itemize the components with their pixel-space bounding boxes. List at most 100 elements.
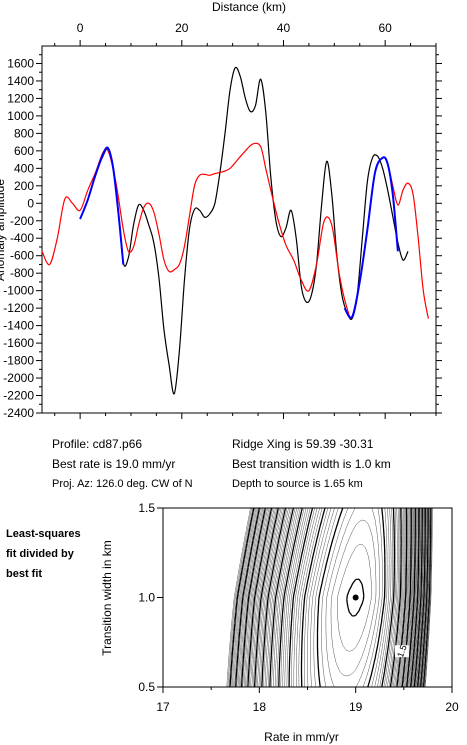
contour-level-22 [276, 508, 408, 687]
y-tick-label: -1600 [3, 336, 34, 350]
contour-x-tick-label: 19 [349, 700, 363, 714]
y-tick-label: -2000 [3, 371, 34, 385]
contour-level-49 [237, 508, 428, 687]
contour-level-48 [238, 508, 427, 687]
y-tick-label: -2400 [3, 406, 34, 420]
y-tick-label: 400 [14, 161, 34, 175]
plot-frame [41, 45, 437, 414]
y-tick-label: 1600 [7, 56, 34, 70]
contour-x-tick-label: 20 [445, 700, 459, 714]
contour-level-44 [243, 508, 425, 687]
y-tick-label: 1200 [7, 91, 34, 105]
contour-level-34 [257, 508, 418, 687]
side-note-line-3: best fit [6, 568, 43, 580]
best-rate-label: Best rate is 19.0 mm/yr [52, 457, 176, 471]
y-tick-label: 1000 [7, 109, 34, 123]
contour-level-16 [288, 508, 402, 687]
series-line-1 [79, 66, 409, 395]
contour-level-46 [240, 508, 427, 687]
best-fit-point [352, 594, 359, 601]
side-note-line-1: Least-squares [6, 528, 81, 540]
contour-y-tick-label: 0.5 [138, 680, 155, 694]
y-tick-label: -1200 [3, 301, 34, 315]
contour-level-7 [313, 508, 388, 687]
contour-level-53 [233, 508, 430, 687]
contour-level-5 [321, 508, 383, 687]
contour-y-axis-title: Transition width in km [100, 540, 114, 656]
x-axis-title: Distance (km) [212, 0, 286, 14]
contour-level-56 [229, 508, 432, 687]
y-tick-label: -1000 [3, 284, 34, 298]
contour-level-38 [251, 508, 421, 687]
contour-level-52 [234, 508, 430, 687]
contour-level-32 [260, 508, 417, 687]
contour-level-39 [250, 508, 422, 687]
y-tick-label: -2200 [3, 389, 34, 403]
contour-level-43 [245, 508, 424, 687]
y-tick-label: 800 [14, 126, 34, 140]
side-note-line-2: fit divided by [6, 548, 74, 560]
y-tick-label: -1400 [3, 319, 34, 333]
y-tick-label: 200 [14, 179, 34, 193]
y-tick-label: -1800 [3, 354, 34, 368]
contour-level-35 [255, 508, 419, 687]
contour-level-58 [227, 508, 433, 687]
contour-level-20 [280, 508, 406, 687]
contour-x-tick-label: 17 [156, 700, 170, 714]
contour-label-bg [394, 645, 409, 658]
contour-y-tick-label: 1.0 [138, 591, 155, 605]
x-tick-label: 20 [175, 21, 189, 35]
contour-level-42 [246, 508, 424, 687]
contour-level-1 [346, 578, 365, 617]
contour-level-59 [226, 508, 433, 687]
profile-label: Profile: cd87.p66 [52, 437, 143, 451]
y-axis-title: Anomaly amplitude [0, 179, 7, 281]
contour-level-57 [228, 508, 432, 687]
y-tick-label: -600 [10, 249, 34, 263]
contour-lines [226, 508, 433, 687]
contour-y-tick-label: 1.5 [138, 501, 155, 515]
side-note: Least-squares fit divided by best fit [6, 524, 81, 584]
proj-az-label: Proj. Az: 126.0 deg. CW of N [52, 478, 193, 490]
misfit-contour-plot: 17 18 19 20 0.5 1.0 1.5 Rate in mm/yr Transition… [100, 501, 459, 744]
depth-label: Depth to source is 1.65 km [232, 478, 363, 490]
contour-level-30 [263, 508, 415, 687]
contour-level-2 [337, 544, 372, 652]
contour-level-11 [300, 508, 396, 687]
series-line-3 [79, 146, 125, 265]
anomaly-profile-plot: 0 20 40 60 Distance (km) 1600 1400 1200 1000 800 6… [0, 0, 442, 420]
best-width-label: Best transition width is 1.0 km [232, 457, 391, 471]
y-tick-label: 1400 [7, 74, 34, 88]
x-tick-label: 60 [378, 21, 392, 35]
contour-level-24 [273, 508, 410, 687]
series-line-2 [41, 142, 429, 319]
contour-level-31 [261, 508, 417, 687]
contour-level-41 [247, 508, 424, 687]
contour-level-23 [274, 508, 409, 687]
contour-level-47 [240, 508, 427, 687]
contour-level-14 [293, 508, 399, 687]
contour-level-12 [298, 508, 397, 687]
contour-level-21 [278, 508, 408, 687]
contour-level-54 [231, 508, 431, 687]
y-tick-label: -400 [10, 231, 34, 245]
contour-level-15 [291, 508, 401, 687]
contour-level-10 [304, 508, 393, 687]
ridge-xing-label: Ridge Xing is 59.39 -30.31 [232, 437, 374, 451]
contour-level-29 [264, 508, 415, 687]
y-tick-label: 600 [14, 144, 34, 158]
contour-label: 1.5 [395, 644, 409, 659]
contour-level-4 [325, 508, 380, 687]
series-line-4 [343, 156, 399, 319]
x-tick-label: 0 [77, 21, 84, 35]
contour-x-tick-label: 18 [253, 700, 267, 714]
contour-level-9 [307, 508, 392, 687]
contour-level-3 [330, 519, 377, 677]
contour-level-13 [296, 508, 398, 687]
contour-level-37 [252, 508, 421, 687]
y-tick-label: -800 [10, 266, 34, 280]
contour-level-6 [316, 508, 386, 687]
y-tick-label: -200 [10, 214, 34, 228]
contour-level-8 [310, 508, 390, 687]
